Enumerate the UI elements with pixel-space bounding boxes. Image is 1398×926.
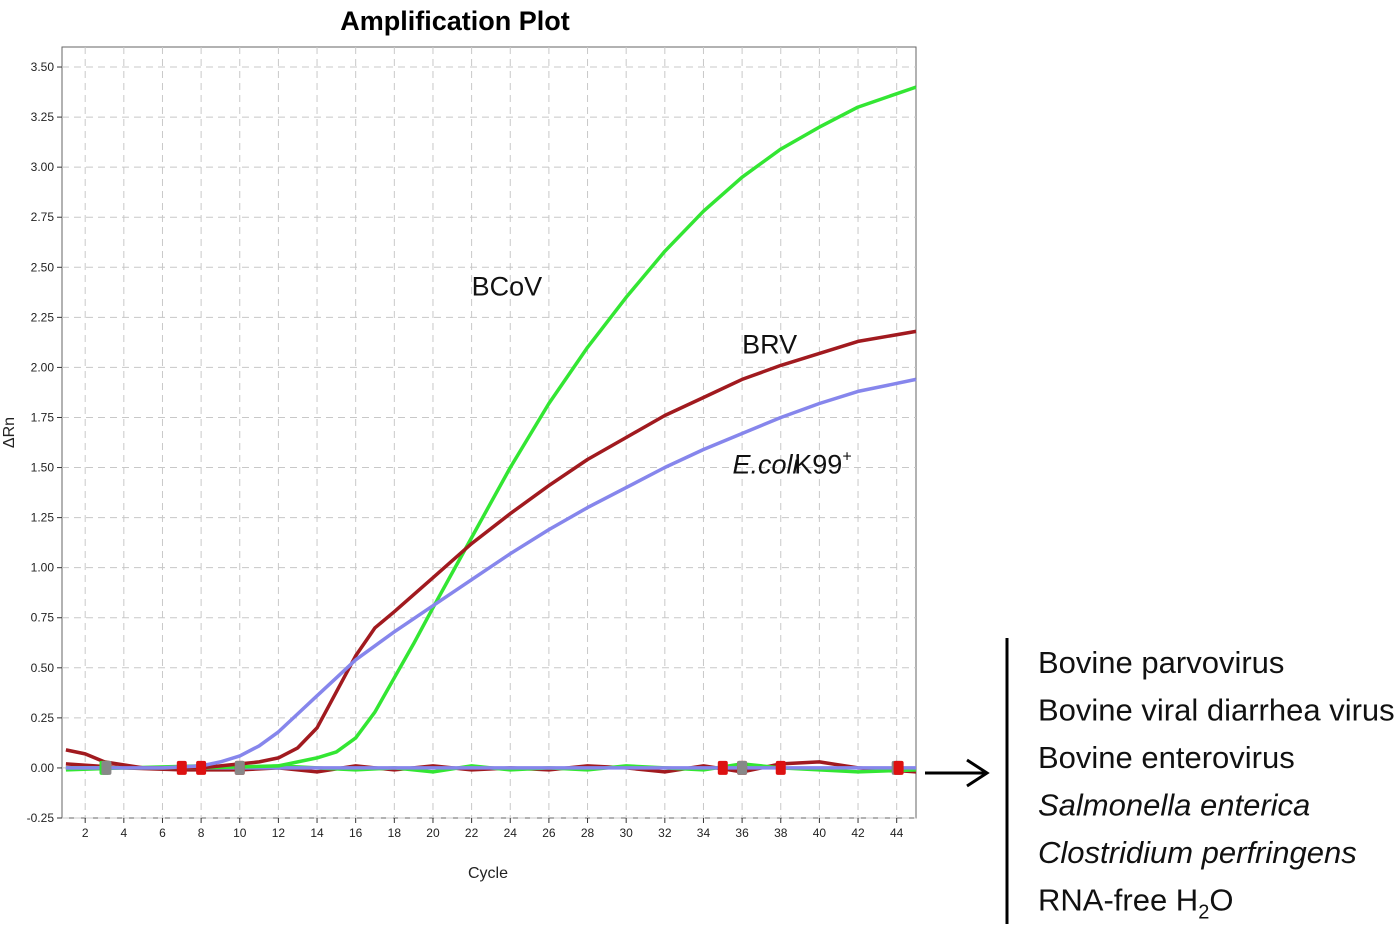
x-tick-label: 14 (310, 826, 324, 840)
threshold-marker (893, 760, 904, 775)
y-tick-label: 3.00 (31, 160, 55, 174)
x-tick-label: 12 (272, 826, 286, 840)
negative-legend-entry: Salmonella enterica (1038, 788, 1310, 823)
negative-legend-text: Salmonella enterica (1038, 788, 1310, 823)
threshold-marker (234, 760, 245, 775)
negative-legend-text: Bovine viral diarrhea virus (1038, 693, 1395, 728)
grid (62, 47, 916, 819)
series-annotation-sup: + (842, 449, 851, 466)
y-tick-label: 0.50 (31, 661, 55, 675)
x-tick-label: 2 (82, 826, 89, 840)
x-axis-label: Cycle (468, 865, 508, 882)
x-tick-label: 38 (774, 826, 788, 840)
plot-area (61, 46, 917, 819)
y-tick-label: 2.25 (31, 310, 55, 324)
x-tick-label: 6 (159, 826, 166, 840)
chart-title: Amplification Plot (340, 6, 570, 36)
threshold-marker (717, 760, 728, 775)
x-tick-label: 34 (697, 826, 711, 840)
x-tick-label: 28 (581, 826, 595, 840)
plot-frame (61, 46, 917, 819)
negative-samples-legend: Bovine parvovirus Bovine viral diarrhea v… (1038, 645, 1395, 924)
y-axis-label: ΔRn (1, 417, 18, 448)
x-tick-label: 8 (198, 826, 205, 840)
series-line-e-coli-k99- (65, 377, 917, 770)
x-tick-label: 10 (233, 826, 247, 840)
series-annotation: K99+ (794, 449, 851, 480)
series-lines (65, 85, 917, 774)
x-axis-ticks: 2 4 6 8 10 12 14 16 18 20 22 24 26 28 30 32 34 36 38 40 42 44 (82, 818, 904, 840)
y-tick-label: 0.00 (31, 761, 55, 775)
y-tick-label: 1.00 (31, 561, 55, 575)
x-tick-label: 32 (658, 826, 672, 840)
x-tick-label: 36 (735, 826, 749, 840)
x-tick-label: 16 (349, 826, 363, 840)
y-tick-label: 1.50 (31, 461, 55, 475)
negative-legend-entry: Bovine parvovirus (1038, 645, 1284, 680)
y-tick-label: 2.00 (31, 360, 55, 374)
y-tick-label: 2.75 (31, 210, 55, 224)
arrow-icon (925, 758, 990, 788)
series-annotation: BCoV (472, 271, 543, 301)
negative-legend-tail: O (1209, 883, 1233, 918)
x-tick-label: 18 (388, 826, 402, 840)
threshold-marker (196, 760, 207, 775)
y-tick-label: 0.75 (31, 611, 55, 625)
x-tick-label: 22 (465, 826, 479, 840)
series-line-brv (65, 329, 917, 770)
threshold-marker (176, 760, 187, 775)
x-tick-label: 42 (851, 826, 865, 840)
x-tick-label: 40 (813, 826, 827, 840)
x-tick-label: 24 (504, 826, 518, 840)
threshold-marker (737, 760, 748, 775)
y-tick-label: 1.25 (31, 511, 55, 525)
y-tick-label: 1.75 (31, 410, 55, 424)
y-tick-label: 3.25 (31, 110, 55, 124)
series-line-bcov (65, 85, 917, 770)
series-annotation: BRV (742, 329, 797, 359)
y-axis-ticks: -0.25 0.00 0.25 0.50 0.75 1.00 1.25 1.50 1.75 2.0… (27, 60, 62, 825)
threshold-marker (775, 760, 786, 775)
negative-legend-entry: Bovine viral diarrhea virus (1038, 693, 1395, 728)
negative-legend-text: Bovine parvovirus (1038, 645, 1284, 680)
negative-legend-text: RNA-free H (1038, 883, 1198, 918)
y-tick-label: -0.25 (27, 811, 55, 825)
x-tick-label: 30 (620, 826, 634, 840)
threshold-markers (99, 760, 904, 775)
y-tick-label: 2.50 (31, 260, 55, 274)
x-tick-label: 26 (542, 826, 556, 840)
threshold-marker (101, 760, 112, 775)
negative-legend-text: Bovine enterovirus (1038, 740, 1295, 775)
negative-legend-entry: Clostridium perfringens (1038, 835, 1357, 870)
negative-legend-subscript: 2 (1198, 902, 1209, 924)
x-tick-label: 20 (426, 826, 440, 840)
x-tick-label: 44 (890, 826, 904, 840)
negative-legend-entry: Bovine enterovirus (1038, 740, 1295, 775)
series-annotation: E.coli (732, 450, 799, 480)
y-tick-label: 0.25 (31, 711, 55, 725)
x-tick-label: 4 (120, 826, 127, 840)
y-tick-label: 3.50 (31, 60, 55, 74)
negative-legend-text: Clostridium perfringens (1038, 835, 1357, 870)
negative-legend-entry: RNA-free H2O (1038, 883, 1233, 924)
